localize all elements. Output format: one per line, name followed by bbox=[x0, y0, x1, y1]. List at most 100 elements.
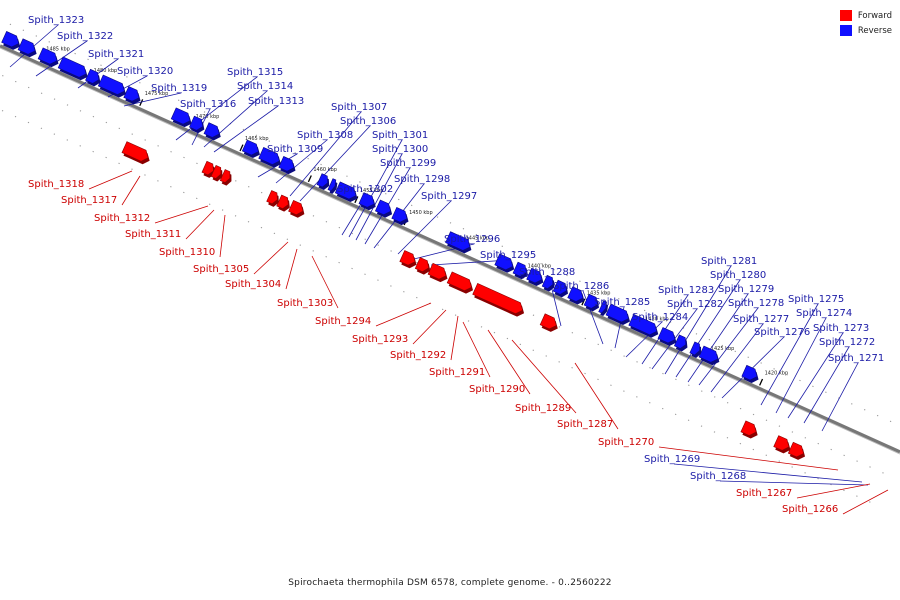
reverse-gene-label: Spith_1314 bbox=[237, 81, 293, 92]
forward-gene-4 bbox=[266, 190, 279, 207]
legend-item-forward: Forward bbox=[839, 8, 892, 23]
reverse-leader bbox=[698, 307, 759, 386]
reverse-leader bbox=[289, 111, 362, 197]
reverse-gene-label: Spith_1273 bbox=[813, 323, 869, 334]
reverse-leader bbox=[687, 293, 749, 383]
reverse-gene-label: Spith_1300 bbox=[372, 144, 428, 155]
scale-label: 1440 kbp bbox=[528, 264, 552, 270]
scale-tick bbox=[307, 175, 312, 183]
scale-label: 1420 kbp bbox=[765, 370, 789, 376]
reverse-gene-label: Spith_1274 bbox=[796, 308, 852, 319]
reverse-gene-label: Spith_1269 bbox=[644, 454, 700, 465]
scale-label: 1425 kbp bbox=[711, 346, 735, 352]
forward-gene-8 bbox=[414, 257, 431, 275]
legend-label-forward: Forward bbox=[857, 10, 892, 21]
forward-gene-11 bbox=[472, 283, 525, 317]
reverse-gene-label: Spith_1319 bbox=[151, 83, 207, 94]
reverse-gene-34 bbox=[741, 364, 759, 383]
forward-leader bbox=[462, 321, 491, 378]
forward-gene-label: Spith_1289 bbox=[515, 403, 571, 414]
reverse-gene-label: Spith_1272 bbox=[819, 337, 875, 348]
reverse-gene-label: Spith_1275 bbox=[788, 294, 844, 305]
forward-gene-label: Spith_1292 bbox=[390, 350, 446, 361]
forward-gene-label: Spith_1290 bbox=[469, 384, 525, 395]
genome-axis: 1485 kbp 1480 kbp 1475 kbp 1470 kbp 1465 kbp… bbox=[0, 44, 900, 455]
reverse-gene-26 bbox=[583, 293, 600, 312]
reverse-gene-23 bbox=[541, 274, 555, 292]
reverse-gene-20 bbox=[494, 253, 515, 273]
scale-label: 1485 kbp bbox=[46, 46, 70, 52]
reverse-leader bbox=[760, 303, 819, 406]
reverse-gene-3 bbox=[57, 56, 88, 81]
reverse-leader bbox=[275, 139, 328, 184]
forward-leader bbox=[121, 175, 141, 206]
reverse-gene-label: Spith_1282 bbox=[667, 299, 723, 310]
scale-label: 1455 kbp bbox=[360, 188, 384, 194]
reverse-gene-label: Spith_1277 bbox=[733, 314, 789, 325]
reverse-leader bbox=[821, 362, 859, 432]
reverse-gene-16 bbox=[358, 192, 376, 211]
axis-line bbox=[0, 44, 900, 454]
reverse-leader bbox=[348, 139, 403, 238]
reverse-gene-label: Spith_1306 bbox=[340, 116, 396, 127]
axis-shadow bbox=[0, 47, 900, 455]
reverse-gene-label: Spith_1279 bbox=[718, 284, 774, 295]
reverse-gene-21 bbox=[512, 261, 528, 280]
gene-arrows bbox=[1, 31, 806, 460]
scale-label: 1460 kbp bbox=[313, 167, 337, 173]
reverse-gene-11 bbox=[258, 146, 281, 168]
forward-leader bbox=[154, 205, 209, 224]
forward-gene-label: Spith_1287 bbox=[557, 419, 613, 430]
reverse-gene-label: Spith_1295 bbox=[480, 250, 536, 261]
reverse-leader bbox=[719, 480, 869, 486]
forward-gene-7 bbox=[399, 250, 417, 269]
reverse-gene-label: Spith_1323 bbox=[28, 15, 84, 26]
reverse-gene-label: Spith_1301 bbox=[372, 130, 428, 141]
forward-leader bbox=[796, 483, 871, 499]
reverse-gene-label: Spith_1307 bbox=[331, 102, 387, 113]
reverse-gene-1 bbox=[17, 38, 37, 58]
reverse-leader bbox=[664, 265, 732, 375]
reverse-gene-label: Spith_1308 bbox=[297, 130, 353, 141]
forward-gene-label: Spith_1291 bbox=[429, 367, 485, 378]
reverse-leader bbox=[397, 200, 452, 255]
reverse-gene-28 bbox=[605, 303, 631, 325]
forward-leader bbox=[574, 362, 619, 430]
reverse-gene-24 bbox=[552, 279, 569, 298]
scale-label: 1465 kbp bbox=[245, 136, 269, 142]
reverse-gene-25 bbox=[567, 286, 585, 305]
legend-label-reverse: Reverse bbox=[857, 25, 892, 36]
reverse-gene-label: Spith_1316 bbox=[180, 99, 236, 110]
forward-leader bbox=[450, 315, 459, 361]
forward-gene-label: Spith_1266 bbox=[782, 504, 838, 515]
reverse-gene-9 bbox=[203, 122, 221, 141]
reverse-leader bbox=[175, 76, 258, 141]
reverse-gene-10 bbox=[241, 139, 260, 159]
reverse-gene-label: Spith_1298 bbox=[394, 174, 450, 185]
reverse-gene-label: Spith_1321 bbox=[88, 49, 144, 60]
reverse-gene-31 bbox=[673, 334, 688, 352]
reverse-gene-label: Spith_1315 bbox=[227, 67, 283, 78]
forward-gene-5 bbox=[276, 194, 290, 212]
reverse-gene-29 bbox=[628, 313, 659, 338]
reverse-gene-label: Spith_1281 bbox=[701, 256, 757, 267]
reverse-leader bbox=[710, 323, 764, 393]
scale-tick bbox=[354, 196, 359, 204]
reverse-gene-8 bbox=[189, 115, 205, 134]
forward-gene-label: Spith_1293 bbox=[352, 334, 408, 345]
reverse-leader bbox=[675, 279, 741, 378]
reverse-leader bbox=[213, 105, 279, 153]
legend: Forward Reverse bbox=[839, 8, 892, 38]
scale-label: 1430 kbp bbox=[645, 317, 669, 323]
reverse-gene-label: Spith_1286 bbox=[553, 281, 609, 292]
forward-leader bbox=[219, 214, 226, 258]
forward-leader bbox=[487, 329, 531, 395]
forward-gene-10 bbox=[446, 271, 474, 294]
reverse-gene-2 bbox=[37, 47, 59, 68]
forward-gene-label: Spith_1310 bbox=[159, 247, 215, 258]
forward-gene-14 bbox=[773, 435, 791, 454]
reverse-gene-6 bbox=[123, 86, 141, 105]
scale-label: 1435 kbp bbox=[587, 290, 611, 296]
scale-label: 1475 kbp bbox=[145, 91, 169, 97]
